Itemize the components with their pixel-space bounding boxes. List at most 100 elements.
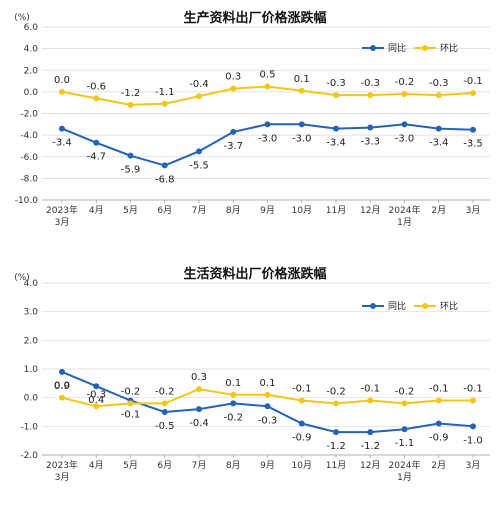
data-label: -3.7: [223, 141, 243, 152]
data-label: -1.2: [360, 441, 380, 452]
y-axis-unit: (%): [14, 13, 30, 23]
x-tick-label: 8月: [226, 205, 241, 216]
data-point: [161, 400, 168, 407]
data-point: [470, 423, 476, 430]
data-label: -0.1: [360, 384, 380, 395]
data-label: -0.3: [360, 78, 380, 89]
data-point: [196, 148, 202, 155]
data-label: -0.3: [326, 78, 346, 89]
x-tick-label: 3月: [55, 217, 70, 228]
x-tick-label: 11月: [326, 460, 346, 471]
data-point: [435, 397, 442, 404]
data-label: -1.2: [121, 88, 141, 99]
x-tick-label: 2月: [431, 205, 446, 216]
data-point: [93, 403, 100, 410]
data-label: 0.3: [191, 372, 207, 383]
y-tick-label: -4.0: [20, 131, 38, 141]
data-point: [196, 386, 202, 393]
data-label: -0.4: [189, 418, 209, 429]
data-label: 0.1: [225, 378, 241, 389]
data-label: -0.9: [429, 432, 449, 443]
data-label: -3.0: [258, 133, 278, 144]
data-point: [230, 128, 237, 135]
data-point: [333, 429, 339, 436]
data-point: [59, 125, 65, 132]
data-label: -0.2: [395, 386, 415, 397]
data-point: [298, 121, 305, 128]
y-tick-label: 4.0: [24, 45, 39, 55]
data-label: -0.1: [292, 384, 312, 395]
data-point: [127, 152, 134, 159]
data-label: 0.1: [294, 74, 310, 85]
x-tick-label: 10月: [292, 205, 312, 216]
data-label: -5.9: [121, 165, 141, 176]
data-point: [401, 121, 408, 128]
data-point: [230, 85, 237, 92]
data-label: -0.2: [326, 386, 346, 397]
chart-title: 生活资料出厂价格涨跌幅: [183, 266, 326, 282]
x-tick-label: 2024年: [389, 459, 421, 471]
series-line-同比: [61, 123, 474, 167]
data-point: [333, 125, 339, 132]
data-point: [264, 83, 271, 90]
data-label: -0.6: [86, 81, 106, 92]
data-point: [435, 125, 442, 132]
legend-swatch-marker: [370, 45, 376, 51]
x-tick-label: 4月: [89, 460, 104, 471]
x-tick-label: 2023年: [46, 204, 78, 216]
legend-label: 同比: [388, 300, 406, 312]
legend-swatch-marker: [422, 303, 428, 309]
data-label: -3.5: [463, 139, 483, 150]
x-tick-label: 12月: [360, 205, 380, 216]
data-label: -4.7: [86, 152, 106, 163]
data-label: -0.1: [463, 76, 483, 87]
data-point: [93, 383, 100, 390]
data-point: [264, 121, 271, 128]
data-point: [127, 400, 134, 407]
y-tick-label: 0.0: [24, 394, 39, 404]
x-tick-label: 2023年: [46, 459, 78, 471]
data-point: [298, 397, 305, 404]
data-point: [59, 368, 65, 375]
data-label: -0.4: [189, 79, 209, 90]
data-label: -0.1: [121, 410, 141, 421]
data-label: -0.5: [155, 421, 175, 432]
y-tick-label: 0.0: [24, 88, 39, 98]
data-point: [161, 162, 168, 169]
data-point: [93, 95, 100, 102]
data-point: [264, 391, 271, 398]
production-materials-chart: 生产资料出厂价格涨跌幅 (%) 6.0 4.0 2.0 0.0 -2.0 -4.0 -6.0…: [14, 10, 490, 228]
data-label: -1.2: [326, 441, 346, 452]
data-label: -3.0: [395, 133, 415, 144]
data-point: [333, 92, 339, 99]
x-tick-label: 5月: [123, 460, 138, 471]
x-tick-label: 7月: [192, 460, 207, 471]
data-label: -0.3: [429, 78, 449, 89]
data-label: -0.2: [223, 412, 243, 423]
data-point: [230, 400, 237, 407]
y-tick-label: 2.0: [24, 336, 39, 346]
data-point: [127, 101, 134, 108]
x-tick-label: 2月: [431, 460, 446, 471]
data-point: [401, 426, 408, 433]
data-point: [367, 429, 374, 436]
data-point: [161, 409, 168, 415]
y-tick-label: 4.0: [24, 279, 39, 289]
data-point: [298, 420, 305, 427]
legend-label: 同比: [388, 42, 406, 54]
data-point: [59, 88, 65, 95]
x-tick-label: 3月: [466, 460, 481, 471]
legend-swatch-marker: [422, 45, 428, 51]
data-label: 0.1: [260, 378, 276, 389]
x-tick-label: 1月: [397, 472, 412, 483]
data-point: [470, 89, 476, 96]
x-tick-label: 12月: [360, 460, 380, 471]
x-tick-label: 8月: [226, 460, 241, 471]
legend-label: 环比: [440, 42, 458, 54]
data-point: [230, 391, 237, 398]
data-label: 0.0: [54, 75, 70, 86]
data-point: [435, 420, 442, 427]
data-label: 0.3: [225, 72, 241, 83]
x-tick-label: 3月: [55, 472, 70, 483]
